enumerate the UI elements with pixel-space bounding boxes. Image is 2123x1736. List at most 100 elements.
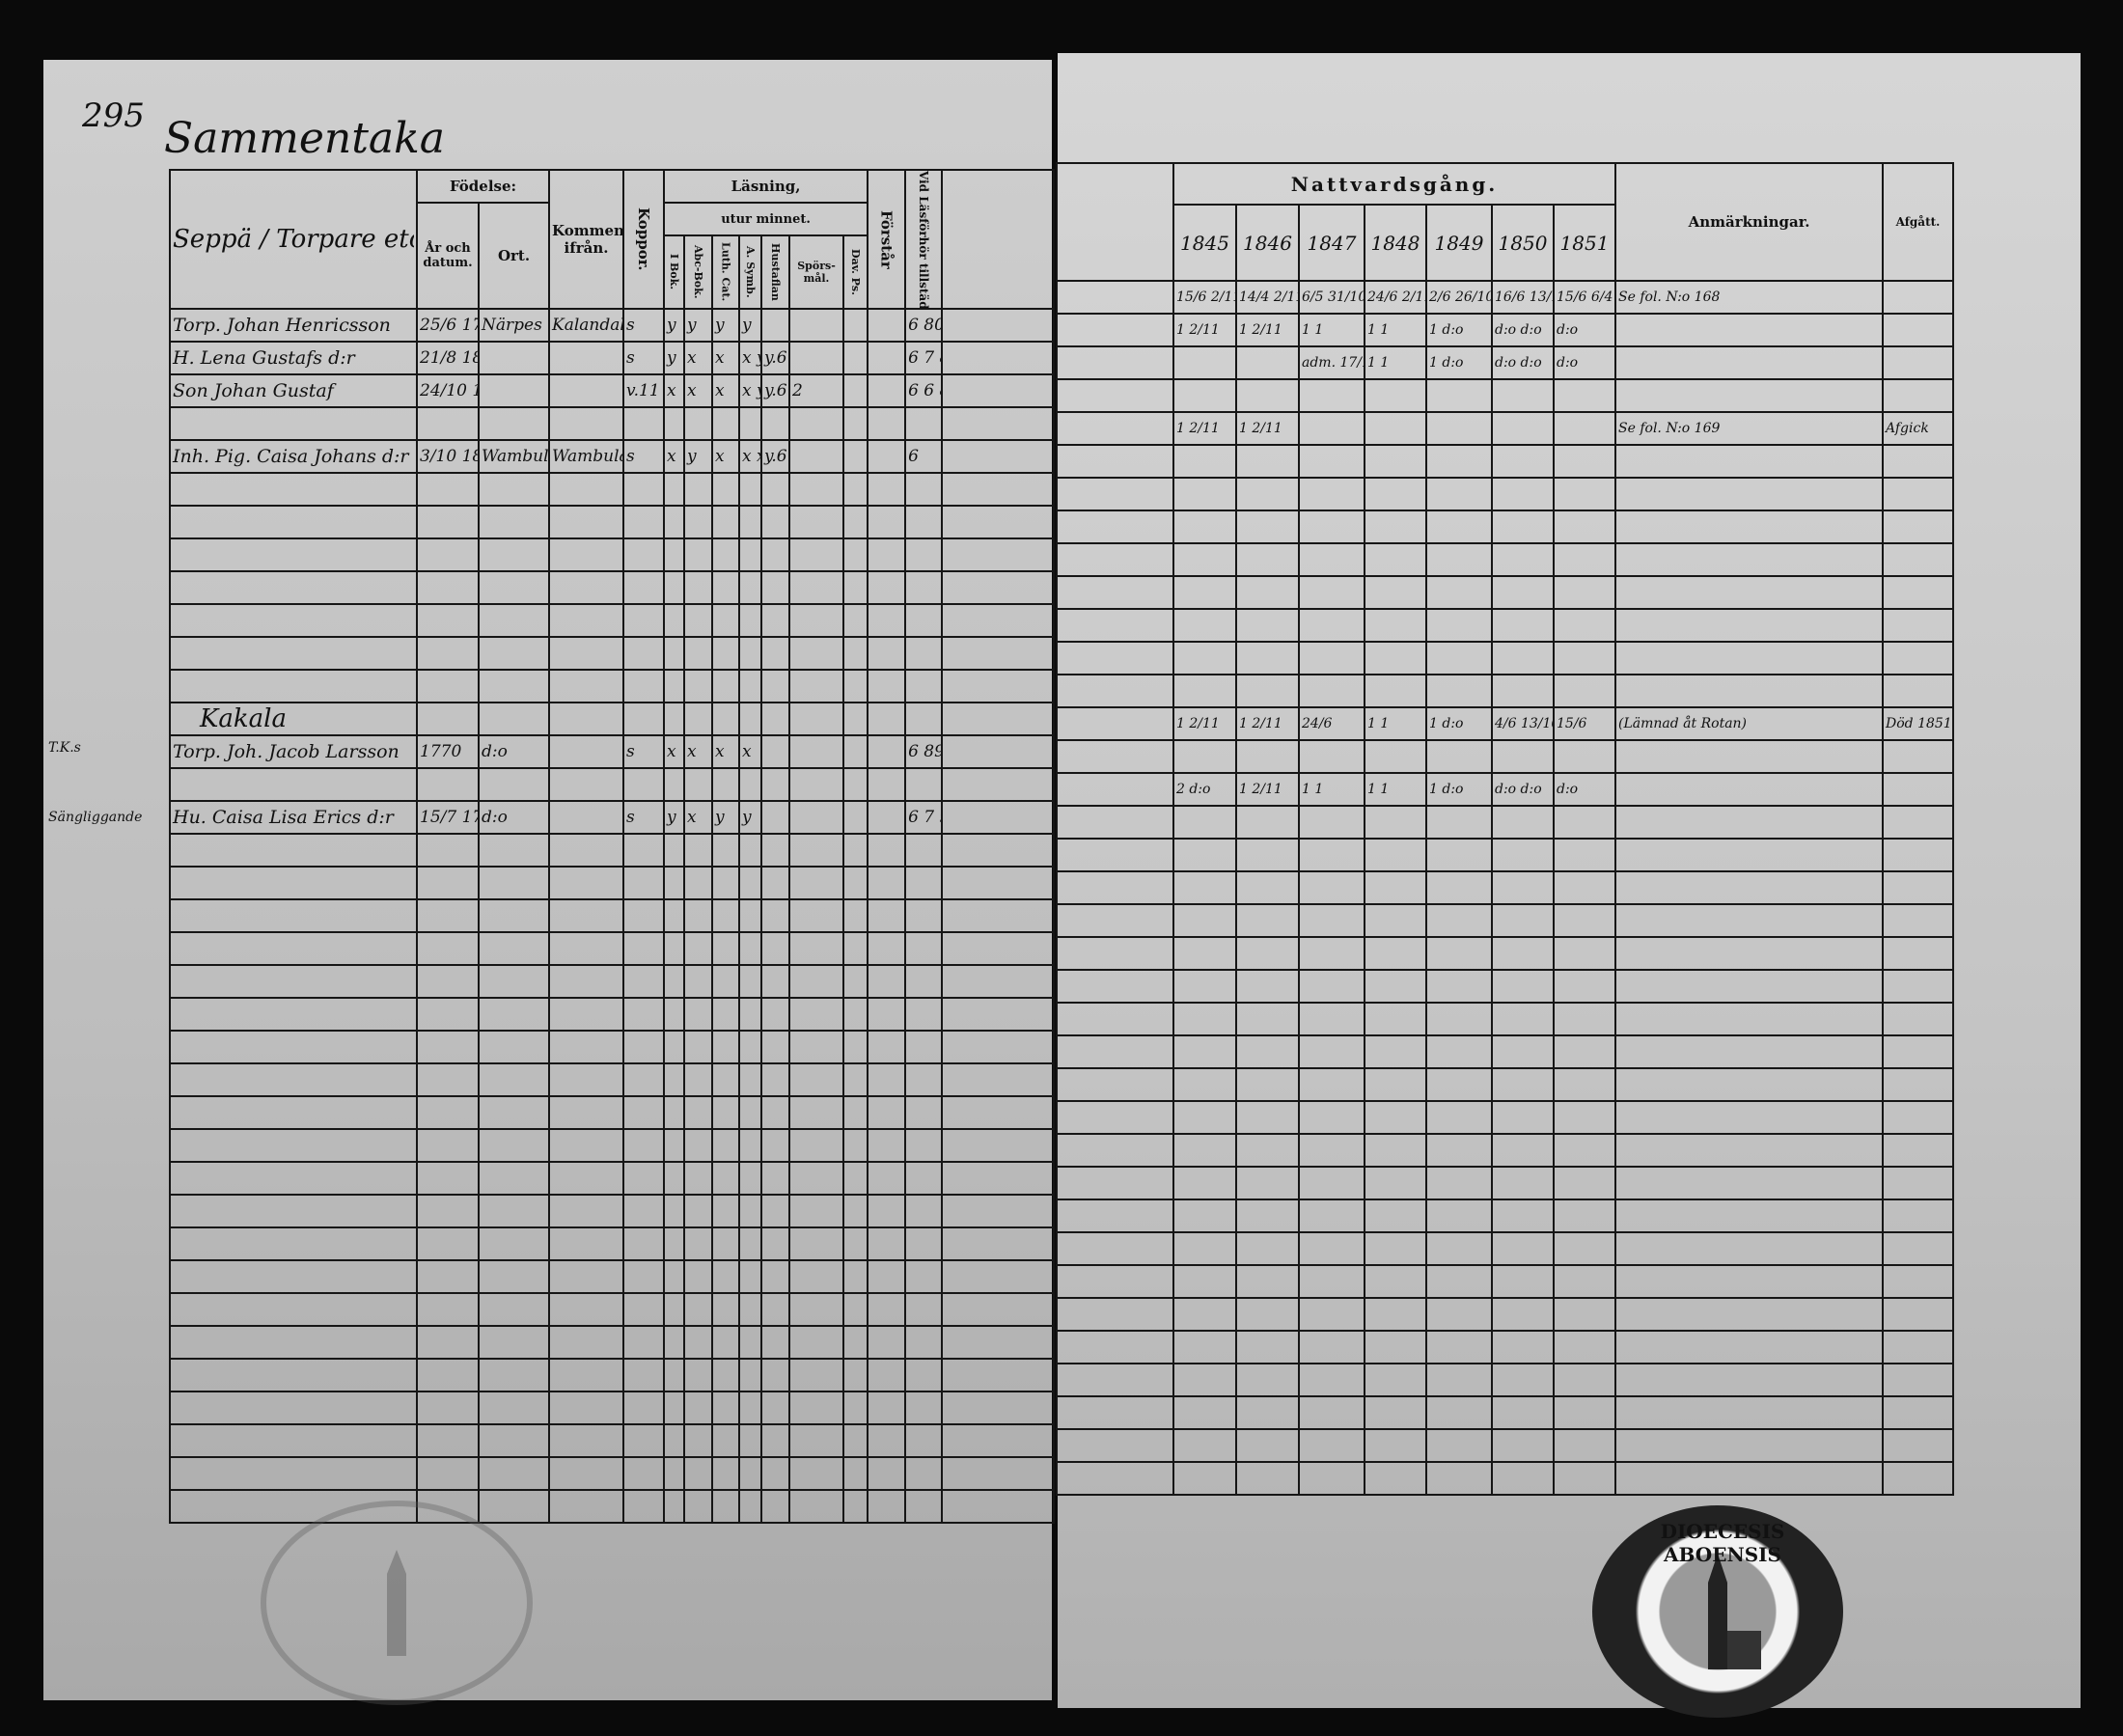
cell-communion-date (1552, 1100, 1617, 1135)
cell-communion-date (1552, 1363, 1617, 1397)
cell-communion-date (1364, 969, 1427, 1004)
cell-communion-date: 1 2/11 (1172, 706, 1237, 741)
cell-koppor (622, 1391, 665, 1425)
communion-row (1056, 1264, 1955, 1299)
communion-row (1056, 641, 1955, 675)
cell-vid (904, 1226, 944, 1261)
cell-communion-date (1172, 1100, 1237, 1135)
register-row (169, 1030, 1056, 1064)
cell-dav (841, 1325, 869, 1360)
cell-communion-date: 1 2/11 (1235, 772, 1300, 807)
header-lasning: Läsning, (662, 169, 869, 204)
cell-kommen (548, 1062, 624, 1097)
cell-communion-date (1491, 1133, 1555, 1168)
communion-row (1056, 1231, 1955, 1266)
cell-ibok (663, 702, 685, 736)
cell-spors (788, 472, 844, 507)
cell-communion-date (1364, 542, 1427, 577)
cell-spors (788, 308, 844, 343)
cell-dav (841, 406, 869, 441)
cell-communion-date (1235, 477, 1300, 511)
cell-communion-date (1364, 805, 1427, 840)
cell-communion-date (1425, 1199, 1493, 1233)
header-afgatt: Afgått. (1882, 162, 1955, 282)
cell-ar (416, 1292, 480, 1327)
cell-koppor: v.11 (622, 373, 665, 408)
cell-husfl (760, 636, 790, 671)
cell-luth: x (711, 373, 740, 408)
cell-ar (416, 1423, 480, 1458)
cell-luth (711, 1161, 740, 1196)
cell-afgatt (1882, 575, 1955, 610)
cell-name: Torp. Joh. Jacob Larsson (169, 734, 418, 769)
cell-ibok (663, 1358, 685, 1392)
cell-afgatt (1882, 542, 1955, 577)
header-luth: Luth. Cat. (711, 234, 740, 310)
cell-communion-date: d:o d:o (1491, 345, 1555, 380)
cell-communion-date (1235, 510, 1300, 544)
cell-communion-date (1298, 739, 1365, 774)
cell-forstar (867, 767, 907, 802)
cell-communion-date (1172, 1034, 1237, 1069)
cell-blank (1056, 1034, 1174, 1069)
cell-luth (711, 898, 740, 933)
cell-communion-date (1491, 1067, 1555, 1102)
cell-communion-date (1364, 1034, 1427, 1069)
header-ibok: I Bok. (663, 234, 685, 310)
cell-communion-date (1235, 542, 1300, 577)
cell-communion-date (1172, 510, 1237, 544)
cell-forstar (867, 537, 907, 572)
cell-blank (941, 734, 1056, 769)
cell-ar (416, 505, 480, 539)
cell-dav (841, 833, 869, 868)
cell-communion-date (1552, 477, 1617, 511)
cell-communion-date: 1 1 (1364, 345, 1427, 380)
cell-husfl (760, 1325, 790, 1360)
cell-asymb: x (738, 734, 762, 769)
cell-koppor: s (622, 734, 665, 769)
cell-communion-date (1491, 1231, 1555, 1266)
cell-spors (788, 636, 844, 671)
cell-anmarkning (1614, 739, 1885, 774)
cell-ibok (663, 1030, 685, 1064)
cell-forstar (867, 669, 907, 703)
cell-spors (788, 702, 844, 736)
header-koppor: Koppor. (622, 169, 665, 310)
cell-communion-date (1235, 1067, 1300, 1102)
register-row (169, 997, 1056, 1032)
cell-ibok (663, 1423, 685, 1458)
cell-afgatt (1882, 1330, 1955, 1364)
cell-kommen (548, 800, 624, 835)
cell-communion-date (1172, 674, 1237, 708)
cell-ort (478, 1391, 550, 1425)
cell-asymb (738, 570, 762, 605)
cell-kommen (548, 866, 624, 900)
cell-koppor (622, 1226, 665, 1261)
cell-dav (841, 1095, 869, 1130)
register-row (169, 1358, 1056, 1392)
cell-afgatt (1882, 936, 1955, 971)
cell-anmarkning (1614, 477, 1885, 511)
cell-vid (904, 833, 944, 868)
cell-abc (683, 997, 713, 1032)
cell-communion-date (1235, 1231, 1300, 1266)
cell-dav (841, 570, 869, 605)
register-row (169, 767, 1056, 802)
cell-communion-date (1552, 444, 1617, 479)
cell-kommen (548, 702, 624, 736)
cell-blank (1056, 313, 1174, 347)
cell-communion-date (1425, 1002, 1493, 1036)
cell-blank (1056, 1461, 1174, 1496)
cell-ibok (663, 898, 685, 933)
cell-afgatt (1882, 838, 1955, 872)
cell-ibok (663, 964, 685, 999)
cell-husfl: y.6 (760, 373, 790, 408)
cell-ort: d:o (478, 734, 550, 769)
cell-communion-date (1552, 1133, 1617, 1168)
communion-row (1056, 870, 1955, 905)
cell-communion-date (1298, 805, 1365, 840)
cell-blank (941, 505, 1056, 539)
cell-ar (416, 1030, 480, 1064)
cell-afgatt (1882, 1002, 1955, 1036)
cell-blank (1056, 280, 1174, 315)
